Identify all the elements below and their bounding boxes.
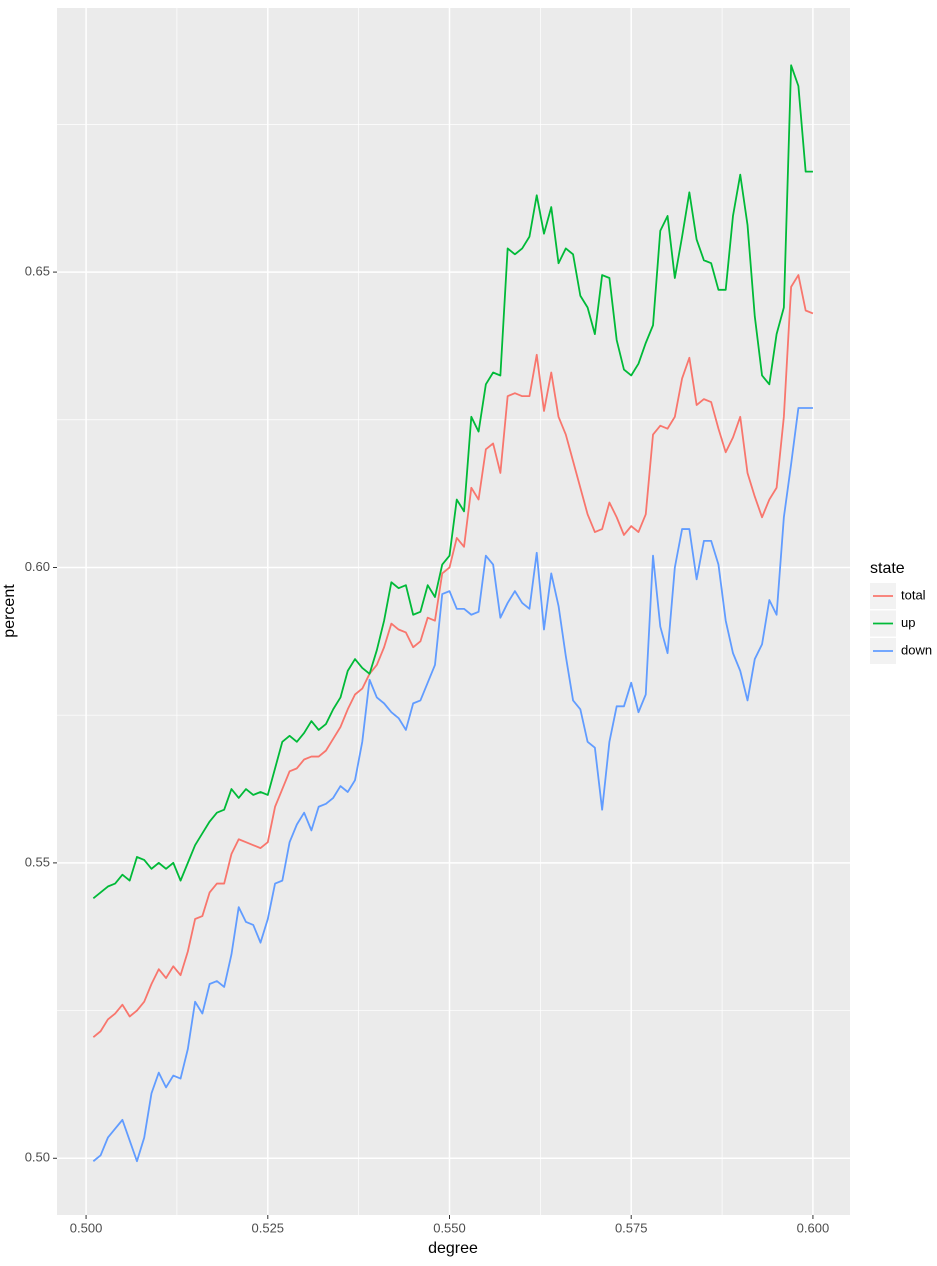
panel-background [57,8,850,1215]
legend: state total up down [870,560,932,664]
axes: 0.500 0.525 0.550 0.575 0.600 0.50 0.55 0.60 0.6… [25,264,830,1236]
x-tick-label: 0.575 [615,1220,648,1235]
x-tick-label: 0.525 [252,1220,285,1235]
y-tick-label: 0.65 [25,264,50,279]
legend-label: total [901,587,926,602]
lines [92,64,814,1163]
x-tick-label: 0.600 [797,1220,830,1235]
legend-label: up [901,615,915,630]
y-tick-label: 0.50 [25,1150,50,1165]
grid [57,8,850,1215]
x-tick-label: 0.550 [433,1220,466,1235]
y-axis-title: percent [1,584,18,638]
data-line [92,274,814,1038]
data-line [92,64,813,900]
y-tick-label: 0.55 [25,854,50,869]
x-axis-title: degree [428,1240,478,1257]
legend-label: down [901,642,932,657]
x-tick-label: 0.500 [70,1220,103,1235]
y-tick-label: 0.60 [25,559,50,574]
legend-title: state [870,560,905,577]
data-line [92,407,813,1163]
